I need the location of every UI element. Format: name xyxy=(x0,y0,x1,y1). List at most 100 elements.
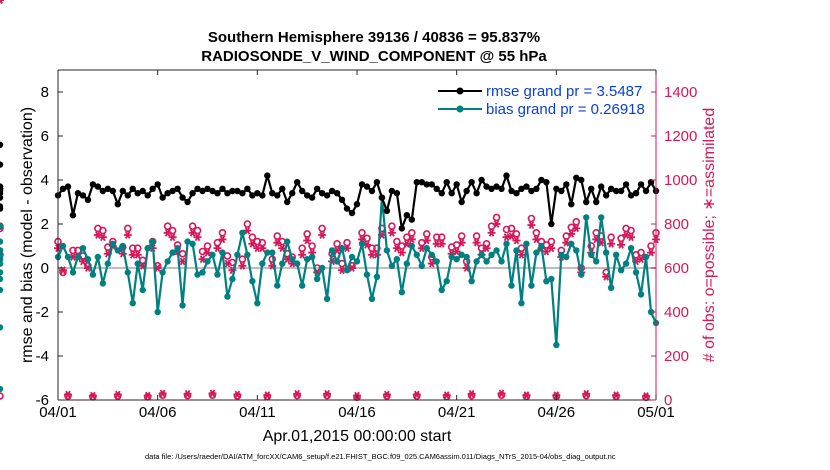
rmse-point xyxy=(303,192,311,199)
asterisk-stroke xyxy=(349,264,355,272)
rmse-point xyxy=(348,209,356,217)
rmse-point xyxy=(353,201,361,208)
assimilated-obs-point xyxy=(133,250,142,259)
asterisk-stroke xyxy=(583,389,590,398)
asterisk-stroke xyxy=(543,247,550,256)
assimilated-obs-point xyxy=(582,389,591,398)
asterisk-stroke xyxy=(319,231,325,239)
asterisk-stroke xyxy=(643,392,649,400)
rmse-point xyxy=(363,183,371,190)
asterisk-stroke xyxy=(249,239,256,248)
assimilated-obs-point xyxy=(647,248,656,257)
asterisk-stroke xyxy=(513,236,520,245)
asterisk-stroke xyxy=(234,390,241,399)
asterisk-stroke xyxy=(613,391,619,400)
possible-obs-point xyxy=(637,248,645,257)
assimilated-obs-point xyxy=(98,233,107,242)
bias-point xyxy=(473,258,480,265)
asterisk-stroke xyxy=(95,231,101,239)
rmse-point xyxy=(438,190,445,197)
bias-point xyxy=(478,251,485,258)
asterisk-stroke xyxy=(618,240,624,249)
bias-point xyxy=(538,242,545,250)
rmse-point xyxy=(284,198,291,206)
bias-point xyxy=(632,269,640,276)
assimilated-obs-point xyxy=(238,261,247,270)
asterisk-stroke xyxy=(294,389,300,398)
bias-point xyxy=(229,275,236,283)
asterisk-stroke xyxy=(80,257,86,266)
bias-point xyxy=(443,278,450,285)
rmse-point xyxy=(488,185,495,192)
bias-point xyxy=(259,260,266,267)
rmse-point xyxy=(393,190,401,197)
asterisk-stroke xyxy=(70,253,76,261)
chart-marks xyxy=(0,0,660,402)
asterisk-stroke xyxy=(115,390,121,399)
asterisk-stroke xyxy=(369,250,375,259)
bias-point xyxy=(363,271,371,278)
rmse-point xyxy=(149,185,156,192)
assimilated-obs-point xyxy=(437,239,446,248)
bias-point xyxy=(408,242,416,250)
rmse-point xyxy=(463,187,470,195)
rmse-point xyxy=(558,187,565,195)
assimilated-obs-point xyxy=(183,389,192,398)
legend-bias-label: bias grand pr = 0.26918 xyxy=(486,101,645,118)
bias-point xyxy=(169,249,176,256)
rmse-point xyxy=(0,141,4,148)
asterisk-stroke xyxy=(394,244,400,253)
rmse-point xyxy=(368,187,376,195)
bias-point xyxy=(154,308,161,316)
bias-point xyxy=(144,245,151,252)
bias-point xyxy=(129,300,136,307)
bias-point xyxy=(488,251,495,258)
rmse-point xyxy=(164,190,171,197)
rmse-point xyxy=(298,187,306,195)
assimilated-obs-point xyxy=(387,228,396,237)
rmse-point xyxy=(593,198,600,206)
bias-point xyxy=(0,247,4,254)
assimilated-obs-point xyxy=(532,235,541,244)
asterisk-stroke xyxy=(334,246,340,255)
bias-point xyxy=(318,264,326,272)
x-tick-label: 04/26 xyxy=(538,404,576,421)
possible-obs-point xyxy=(258,238,267,247)
rmse-point xyxy=(528,187,535,195)
assimilated-obs-point xyxy=(158,389,167,398)
possible-obs-point xyxy=(123,224,132,233)
bias-point xyxy=(368,295,376,302)
asterisk-stroke xyxy=(274,238,281,247)
assimilated-obs-point xyxy=(397,248,406,257)
asterisk-stroke xyxy=(458,238,465,247)
asterisk-stroke xyxy=(284,255,291,264)
rmse-point xyxy=(383,207,391,214)
possible-obs-point xyxy=(547,237,556,246)
rmse-point xyxy=(64,183,72,190)
bias-point xyxy=(458,251,465,258)
bias-point xyxy=(578,271,585,278)
rmse-point xyxy=(573,174,580,181)
rmse-point xyxy=(538,176,545,184)
bias-point xyxy=(393,256,401,263)
bias-point xyxy=(373,273,381,280)
possible-obs-point xyxy=(607,233,615,241)
rmse-point xyxy=(458,198,465,206)
asterisk-stroke xyxy=(169,233,176,242)
rmse-point xyxy=(548,220,555,228)
y-tick-label: -4 xyxy=(36,348,49,365)
assimilated-obs-point xyxy=(208,389,217,398)
bias-point xyxy=(0,286,4,294)
asterisk-stroke xyxy=(90,391,96,400)
bias-point xyxy=(438,286,445,294)
x-axis-label: Apr.01,2015 00:00:00 start xyxy=(263,428,452,445)
possible-obs-point xyxy=(502,225,511,234)
assimilated-obs-point xyxy=(218,235,227,244)
rmse-point xyxy=(632,190,640,197)
asterisk-stroke xyxy=(179,257,186,266)
y-tick-label: 6 xyxy=(41,128,49,145)
bias-point xyxy=(543,278,550,285)
rmse-point xyxy=(612,187,620,195)
asterisk-stroke xyxy=(433,239,440,248)
